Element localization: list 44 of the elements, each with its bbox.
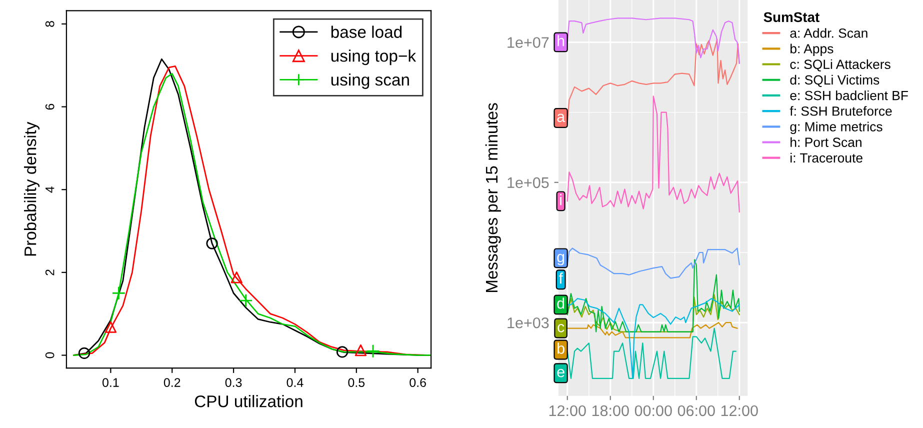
annotation: c [558,324,564,332]
x-axis-title: CPU utilization [194,395,302,408]
annotation: g [557,254,564,266]
annotation: b [558,342,564,354]
x-tick-label: 00:00 [634,405,672,416]
x-tick-label: 0.6 [410,378,426,387]
y-tick-label: 1e+07 [508,37,549,48]
y-axis-title: Messages per 15 minutes [485,103,501,292]
legend-label: using scan [331,73,409,89]
annotation: i [560,194,562,206]
legend-label: h: Port Scan [790,137,862,147]
y-tick-label: 2 [45,270,54,276]
annotation: f [558,272,563,284]
annotation: a [557,114,566,122]
legend-label: d: SQLi Victims [790,74,880,87]
legend-label: a: Addr. Scan [790,28,868,38]
legend-label: b: Apps [790,44,834,56]
y-axis-title: Probability density [24,122,40,256]
x-tick-label: 18:00 [592,405,629,416]
legend-label: e: SSH badclient BF [790,90,908,100]
y-tick-label: 1e+05 [508,177,549,188]
legend-title: SumStat [764,12,820,22]
legend-label: base load [331,26,402,38]
y-tick-label: 4 [46,186,54,193]
annotation: h [558,35,564,46]
x-tick-label: 12:00 [549,405,586,416]
x-tick-label: 0.4 [286,378,304,387]
x-tick-label: 0.3 [225,378,242,387]
x-tick-label: 0.2 [164,378,180,387]
x-tick-label: 0.5 [348,378,365,387]
x-tick-label: 0.1 [102,378,119,387]
legend-label: using top−k [331,50,416,66]
legend-label: c: SQLi Attackers [790,59,890,72]
y-tick-label: 6 [45,104,54,110]
y-tick-label: 8 [45,21,54,27]
legend-label: i: Traceroute [790,152,862,163]
y-tick-label: 1e+03 [508,317,549,328]
legend-label: g: Mime metrics [790,122,882,134]
legend-label: f: SSH Bruteforce [790,106,892,116]
annotation: d [557,298,564,309]
x-tick-label: 06:00 [678,405,715,416]
y-tick-label: 0 [45,352,54,358]
x-tick-label: 12:00 [721,405,758,416]
annotation: e [557,368,564,378]
